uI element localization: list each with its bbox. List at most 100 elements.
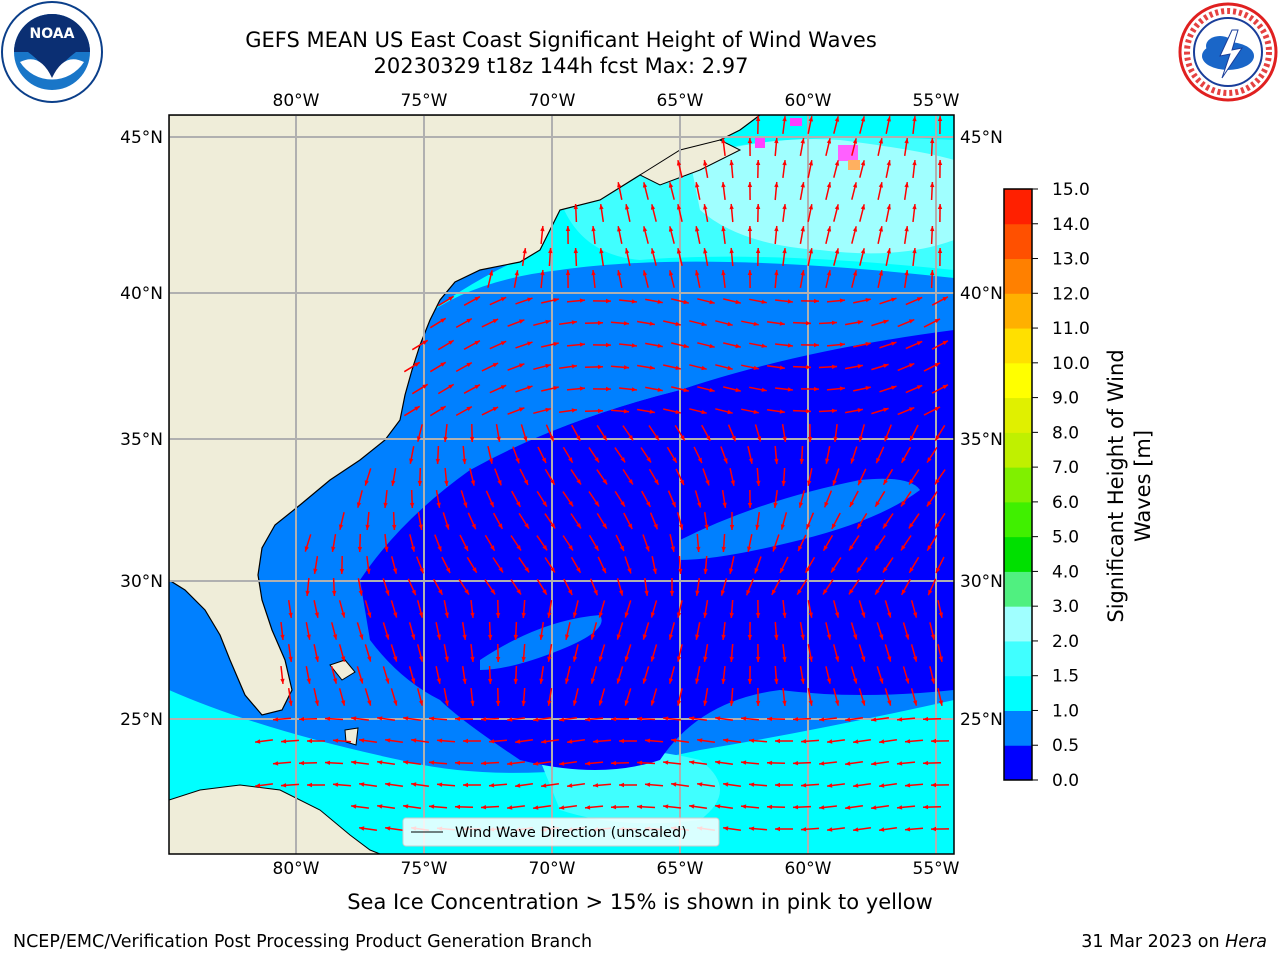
map-legend: Wind Wave Direction (unscaled) xyxy=(402,817,720,847)
wave-arrow-head xyxy=(307,782,312,788)
wave-arrow-head xyxy=(403,760,409,765)
wave-arrow-head xyxy=(663,716,669,721)
wave-arrow-head xyxy=(650,612,655,618)
wave-arrow-head xyxy=(860,116,866,122)
chart-subtitle: 20230329 t18z 144h fcst Max: 2.97 xyxy=(373,54,749,78)
wave-arrow-head xyxy=(787,299,793,304)
wave-arrow-head xyxy=(697,457,702,464)
wave-arrow-head xyxy=(466,406,472,411)
wave-arrow-head xyxy=(755,613,761,618)
wave-arrow-head xyxy=(827,739,833,744)
wave-arrow-head xyxy=(808,656,813,662)
wave-arrow-head xyxy=(772,546,777,552)
wave-arrow-head xyxy=(288,700,293,706)
wave-arrow-head xyxy=(597,320,603,326)
colorbar-segment xyxy=(1004,467,1032,503)
colorbar-segment xyxy=(1004,432,1032,468)
wave-arrow-head xyxy=(539,634,544,640)
wave-arrow-head xyxy=(723,826,729,831)
wave-arrow-head xyxy=(642,270,648,276)
wave-arrow-head xyxy=(579,342,585,347)
wave-arrow-head xyxy=(657,343,663,348)
wave-arrow-head xyxy=(879,783,885,788)
wave-arrow-head xyxy=(416,436,422,442)
wave-arrow-head xyxy=(620,501,625,507)
wave-arrow-head xyxy=(273,761,279,766)
wave-arrow-head xyxy=(901,545,906,551)
wave-arrow-head xyxy=(519,363,525,368)
wave-arrow-head xyxy=(539,678,544,684)
wave-arrow-head xyxy=(904,270,909,276)
colorbar-tick-label: 10.0 xyxy=(1052,354,1090,374)
wave-arrow-head xyxy=(466,318,472,323)
wave-arrow-head xyxy=(683,299,689,305)
wave-arrow-head xyxy=(488,634,493,640)
wave-arrow-head xyxy=(288,656,293,662)
colorbar-tick-label: 13.0 xyxy=(1052,250,1090,270)
wave-arrow-head xyxy=(533,805,539,810)
wave-arrow-head xyxy=(845,805,851,810)
wave-arrow-head xyxy=(492,363,499,368)
wave-arrow-head xyxy=(799,458,804,464)
wave-arrow-head xyxy=(676,248,682,254)
wave-arrow-head xyxy=(507,805,513,810)
wave-arrow-head xyxy=(470,612,475,618)
wave-arrow-head xyxy=(417,480,423,486)
wave-arrow-head xyxy=(930,138,935,144)
wave-arrow-head xyxy=(856,567,862,573)
wave-arrow-head xyxy=(771,589,777,595)
wave-arrow-head xyxy=(735,387,741,393)
wave-arrow-head xyxy=(937,116,943,121)
wave-arrow-head xyxy=(542,589,547,595)
wave-arrow-head xyxy=(463,782,468,788)
wave-arrow-head xyxy=(649,321,655,326)
colorbar-segment xyxy=(1004,675,1032,711)
wave-arrow-head xyxy=(703,700,708,706)
wave-arrow-head xyxy=(827,783,833,788)
lat-label-right: 40°N xyxy=(960,284,1003,304)
wave-arrow-head xyxy=(879,739,885,744)
wave-arrow-head xyxy=(377,716,383,721)
wave-arrow-head xyxy=(519,319,525,324)
wave-arrow-head xyxy=(281,783,287,788)
wave-arrow-head xyxy=(572,700,578,706)
wave-arrow-head xyxy=(729,525,735,530)
wave-arrow-head xyxy=(550,479,555,485)
wave-arrow-head xyxy=(624,612,629,618)
wave-arrow-head xyxy=(663,804,669,809)
wave-arrow-head xyxy=(875,589,880,595)
wave-arrow-head xyxy=(703,656,708,662)
wave-arrow-head xyxy=(930,678,936,684)
wave-arrow-head xyxy=(409,502,415,508)
wave-arrow-head xyxy=(886,116,891,122)
land-bahamas-2 xyxy=(344,727,359,746)
wave-arrow-head xyxy=(438,589,443,595)
wave-arrow-head xyxy=(853,739,859,744)
wave-arrow-head xyxy=(683,387,689,393)
wave-arrow-head xyxy=(807,480,812,486)
wave-arrow-head xyxy=(849,501,855,507)
wave-arrow-head xyxy=(735,343,741,349)
wave-arrow-head xyxy=(255,783,261,788)
wave-arrow-head xyxy=(359,738,365,743)
wave-arrow-head xyxy=(808,160,813,166)
wave-arrow-head xyxy=(774,270,779,276)
wave-arrow-head xyxy=(826,138,832,144)
wave-arrow-head xyxy=(782,204,787,210)
wave-arrow-head xyxy=(590,634,595,640)
wave-arrow-head xyxy=(937,248,943,253)
wave-arrow-head xyxy=(679,479,684,486)
wave-arrow-head xyxy=(568,457,573,463)
wave-arrow-head xyxy=(886,204,891,210)
lon-label-bottom: 60°W xyxy=(785,859,832,879)
wave-arrow-head xyxy=(359,826,365,831)
sea-ice-3 xyxy=(755,138,765,148)
wave-arrow-head xyxy=(359,782,365,787)
wave-arrow-head xyxy=(540,270,545,276)
wave-arrow-head xyxy=(490,545,495,551)
wave-arrow-head xyxy=(741,804,747,809)
colorbar-frame xyxy=(1003,188,1033,781)
footer-date-text: 31 Mar 2023 on xyxy=(1081,932,1226,952)
wave-arrow-head xyxy=(668,678,674,684)
wave-arrow-head xyxy=(912,204,917,210)
